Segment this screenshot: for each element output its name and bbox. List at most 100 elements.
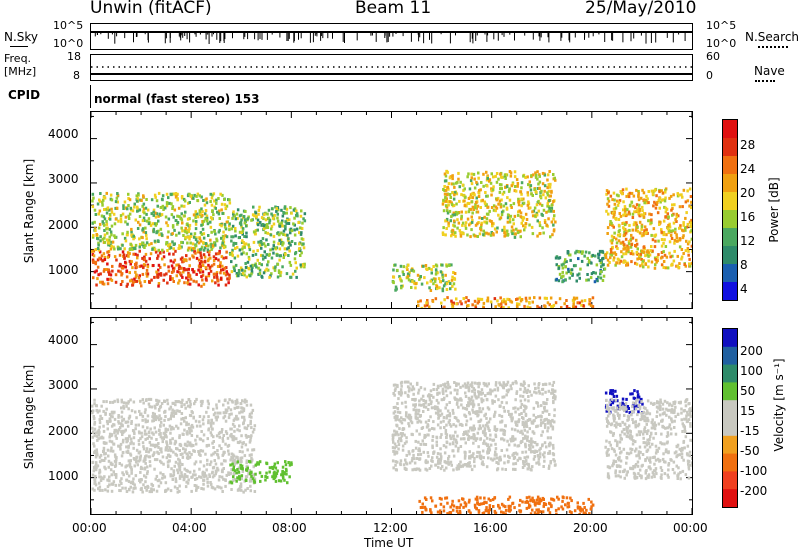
power-colorbar-swatch [723, 174, 737, 193]
xtick-0800: 08:00 [272, 521, 307, 535]
power-cbar-tick-16: 16 [740, 210, 756, 224]
power-ylabel: Slant Range [km] [22, 158, 36, 264]
velocity-cbar-tick-m100: -100 [740, 464, 768, 478]
velocity-colorbar-swatch [723, 329, 737, 348]
velocity-echo-region [604, 397, 692, 481]
power-plot-frame [90, 111, 693, 309]
velocity-colorbar-swatch [723, 489, 737, 507]
freq-tick-top: 18 [67, 50, 81, 63]
nsky-label-underline [10, 46, 28, 47]
power-echo-region [391, 263, 457, 293]
power-cbar-tick-24: 24 [740, 162, 756, 176]
velocity-colorbar [722, 328, 738, 508]
velocity-cbar-tick-200: 200 [740, 344, 763, 358]
nsky-trace [91, 31, 692, 44]
power-colorbar-swatch [723, 156, 737, 175]
power-echo-region [554, 249, 607, 284]
power-echo-region [91, 191, 232, 252]
cpid-frame [90, 85, 91, 108]
power-echo-region [228, 205, 307, 279]
freq-label-line1: Freq. [4, 52, 32, 65]
xtick-0000: 00:00 [72, 521, 107, 535]
power-cbar-tick-8: 8 [740, 258, 748, 272]
power-colorbar-swatch [723, 120, 737, 139]
nsearch-tick-bottom: 10^0 [706, 37, 737, 50]
power-cbar-tick-12: 12 [740, 234, 756, 248]
velocity-heatmap [91, 318, 692, 514]
power-colorbar-swatch [723, 264, 737, 283]
power-colorbar-swatch [723, 210, 737, 229]
power-colorbar-swatch [723, 138, 737, 157]
power-echo-region [441, 169, 557, 239]
xtick-1200: 12:00 [373, 521, 408, 535]
velocity-colorbar-swatch [723, 346, 737, 366]
velocity-echo-region [229, 459, 293, 485]
velocity-ytick-1000: 1000 [48, 469, 79, 483]
velocity-ytick-4000: 4000 [48, 333, 79, 347]
velocity-colorbar-swatch [723, 400, 737, 419]
beam-title: Beam 11 [355, 0, 432, 18]
power-cbar-tick-20: 20 [740, 186, 756, 200]
cpid-text: normal (fast stereo) 153 [94, 92, 260, 106]
velocity-colorbar-swatch [723, 471, 737, 490]
x-axis-label: Time UT [364, 536, 414, 550]
power-echo-region [417, 296, 595, 308]
power-ytick-4000: 4000 [48, 127, 79, 141]
velocity-ytick-2000: 2000 [48, 424, 79, 438]
power-ytick-3000: 3000 [48, 172, 79, 186]
nsky-label: N.Sky [4, 30, 39, 44]
freq-tick-bottom: 8 [73, 69, 80, 82]
date-title: 25/May/2010 [585, 0, 697, 18]
power-echo-region [91, 249, 231, 288]
velocity-colorbar-swatch [723, 453, 737, 472]
velocity-ylabel: Slant Range [km] [22, 364, 36, 470]
power-ytick-1000: 1000 [48, 263, 79, 277]
velocity-colorbar-label: Velocity [m s⁻¹] [772, 358, 786, 452]
velocity-cbar-tick-m15: -15 [740, 424, 760, 438]
nsearch-tick-top: 10^5 [706, 19, 737, 32]
nsearch-label-dots [758, 46, 788, 48]
power-colorbar-label: Power [dB] [767, 177, 781, 243]
nave-tick-bottom: 0 [706, 69, 713, 82]
power-ytick-2000: 2000 [48, 218, 79, 232]
power-cbar-tick-28: 28 [740, 138, 756, 152]
velocity-cbar-tick-m200: -200 [740, 484, 768, 498]
nsearch-label: N.Search [745, 30, 800, 44]
xtick-0400: 04:00 [172, 521, 207, 535]
xtick-2000: 20:00 [573, 521, 608, 535]
velocity-cbar-tick-50: 50 [740, 384, 756, 398]
power-colorbar [722, 119, 738, 301]
power-colorbar-swatch [723, 282, 737, 300]
cpid-label: CPID [8, 88, 41, 102]
nave-tick-top: 60 [706, 50, 720, 63]
power-cbar-tick-4: 4 [740, 282, 748, 296]
velocity-cbar-tick-100: 100 [740, 364, 763, 378]
nave-label: Nave [754, 64, 785, 78]
nsky-tick-bottom: 10^0 [53, 37, 84, 50]
velocity-echo-region [91, 397, 257, 494]
power-colorbar-swatch [723, 246, 737, 265]
nsky-panel [90, 23, 693, 50]
freq-trace [91, 66, 692, 75]
velocity-colorbar-swatch [723, 435, 737, 455]
velocity-cbar-tick-15: 15 [740, 404, 756, 418]
velocity-cbar-tick-m50: -50 [740, 444, 760, 458]
velocity-echo-region [391, 380, 557, 472]
velocity-plot-frame [90, 317, 693, 515]
velocity-colorbar-swatch [723, 364, 737, 383]
station-title: Unwin (fitACF) [90, 0, 212, 18]
nsky-tick-top: 10^5 [53, 19, 84, 32]
power-echo-region [604, 187, 692, 270]
freq-panel [90, 54, 693, 81]
velocity-colorbar-swatch [723, 382, 737, 401]
velocity-colorbar-swatch [723, 418, 737, 437]
power-colorbar-swatch [723, 192, 737, 211]
power-colorbar-swatch [723, 228, 737, 247]
xtick-0000-end: 00:00 [673, 521, 708, 535]
velocity-echo-region [418, 495, 595, 514]
power-heatmap [91, 112, 692, 308]
velocity-ytick-3000: 3000 [48, 378, 79, 392]
xtick-1600: 16:00 [473, 521, 508, 535]
freq-label-line2: [MHz] [4, 65, 37, 78]
nave-label-dots [755, 80, 775, 82]
